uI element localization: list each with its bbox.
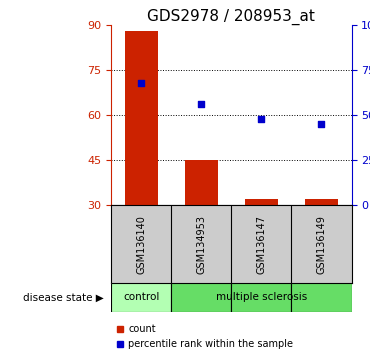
Text: GSM136140: GSM136140 [136, 215, 146, 274]
Text: disease state ▶: disease state ▶ [23, 292, 104, 302]
Legend: count, percentile rank within the sample: count, percentile rank within the sample [116, 324, 293, 349]
Bar [111, 283, 171, 312]
Text: control: control [123, 292, 159, 302]
Text: GSM134953: GSM134953 [196, 215, 206, 274]
Point [198, 101, 204, 107]
Point [319, 121, 324, 127]
Text: multiple sclerosis: multiple sclerosis [216, 292, 307, 302]
Point [258, 116, 264, 121]
Bar [171, 283, 231, 312]
Bar [185, 160, 218, 205]
Bar [305, 199, 338, 205]
Bar [125, 31, 158, 205]
Bar [245, 199, 278, 205]
Point [138, 80, 144, 85]
Text: GSM136147: GSM136147 [256, 215, 266, 274]
Title: GDS2978 / 208953_at: GDS2978 / 208953_at [147, 8, 315, 25]
Text: GSM136149: GSM136149 [316, 215, 326, 274]
Bar [292, 283, 352, 312]
Bar [231, 283, 292, 312]
